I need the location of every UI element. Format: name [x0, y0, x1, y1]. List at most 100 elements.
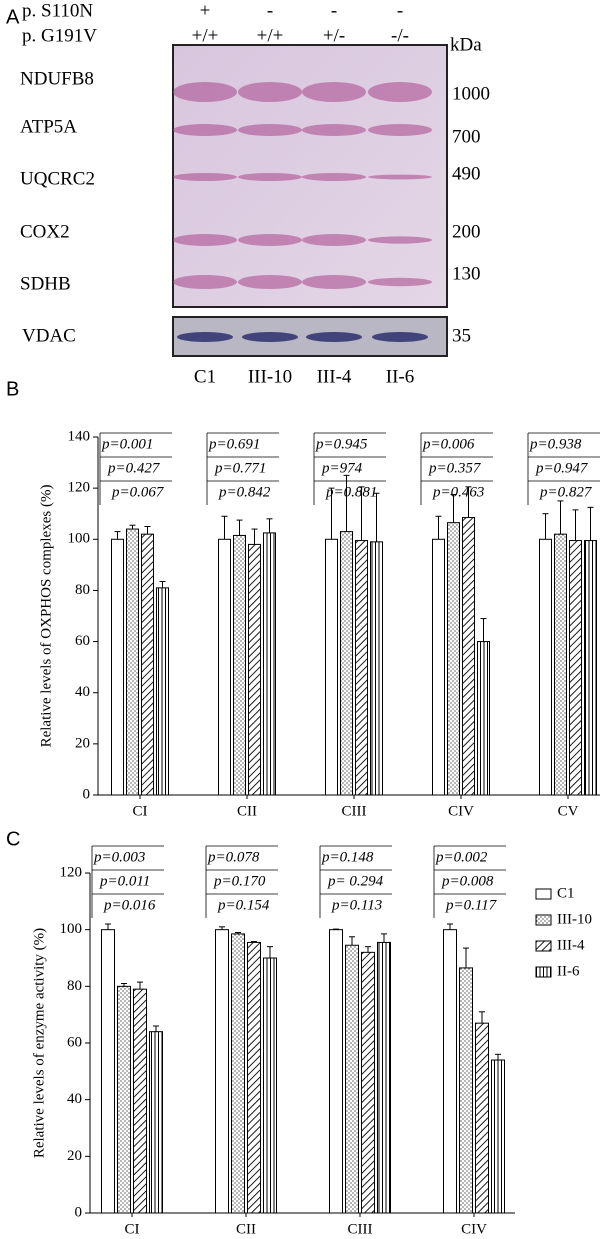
bar [345, 944, 359, 1214]
bar [443, 929, 457, 1214]
x-tick-label: CV [558, 803, 579, 819]
legend-swatch [535, 914, 552, 926]
lane-label: III-10 [248, 366, 292, 387]
kda-unit: kDa [450, 34, 482, 55]
y-tick-label: 100 [68, 531, 91, 547]
bar [156, 587, 169, 796]
genotype-value: -/- [391, 25, 409, 46]
legend-label: III-10 [557, 911, 592, 927]
bar [377, 941, 391, 1214]
bar [447, 522, 460, 796]
y-tick-label: 40 [67, 1091, 82, 1107]
band [238, 124, 302, 136]
p-value: p=0.938 [529, 436, 582, 452]
p-value: p=0.691 [208, 436, 260, 452]
p-value: p=0.842 [218, 484, 271, 500]
y-tick-label: 0 [83, 786, 91, 802]
p-value: p=0.463 [432, 484, 484, 500]
loading-kda: 35 [452, 325, 471, 346]
band [173, 82, 237, 102]
panel-label: B [6, 378, 19, 400]
bar [475, 1022, 489, 1214]
x-tick-label: CI [125, 1221, 140, 1237]
bar [101, 929, 115, 1214]
bar [263, 957, 277, 1214]
band [368, 277, 432, 287]
bar [133, 988, 147, 1214]
genotype-label: p. G191V [22, 25, 97, 46]
y-tick-label: 60 [75, 633, 90, 649]
genotype-value: +/+ [192, 25, 219, 46]
lane-label: III-4 [317, 366, 352, 387]
p-value: p=0.117 [445, 897, 498, 913]
band [368, 82, 432, 102]
bar [231, 933, 245, 1214]
lane-label: C1 [194, 366, 216, 387]
bar [477, 641, 490, 796]
band [238, 234, 302, 246]
bar [355, 540, 368, 796]
legend-swatch [535, 888, 552, 900]
band [173, 275, 237, 289]
lane-label: II-6 [386, 366, 414, 387]
bar [329, 929, 343, 1214]
y-tick-label: 60 [67, 1034, 82, 1050]
p-value: p=0.154 [217, 897, 270, 913]
bar [432, 538, 445, 796]
bar [462, 517, 475, 796]
p-value: p=0.170 [213, 873, 266, 889]
bar [361, 951, 375, 1214]
y-tick-label: 80 [75, 582, 90, 598]
bar [491, 1059, 505, 1214]
band-label: ATP5A [20, 116, 77, 137]
band-label: UQCRC2 [20, 168, 95, 189]
bar [218, 538, 231, 796]
loading-band [372, 332, 428, 342]
band [302, 275, 366, 289]
p-value: p=0.067 [111, 484, 165, 500]
loading-band [177, 332, 233, 342]
p-value: p=0.078 [207, 849, 260, 865]
bar [370, 541, 383, 796]
bar [233, 534, 246, 796]
genotype-value: +/+ [257, 25, 284, 46]
bar [539, 538, 552, 796]
p-value: p=0.002 [435, 849, 488, 865]
y-tick-label: 80 [67, 978, 82, 994]
bar [141, 533, 154, 796]
genotype-value: + [200, 0, 211, 21]
band [173, 173, 237, 181]
x-tick-label: CIV [448, 803, 474, 819]
p-value: p=974 [321, 460, 363, 476]
band [302, 173, 366, 181]
p-value: p=0.427 [107, 460, 161, 476]
genotype-value: - [397, 0, 403, 21]
p-value: p=0.945 [315, 436, 368, 452]
legend-swatch [535, 940, 552, 952]
bar [554, 533, 567, 796]
bar [340, 531, 353, 796]
bar [111, 538, 124, 796]
band [173, 124, 237, 136]
loading-band [306, 332, 362, 342]
x-tick-label: CIII [348, 1221, 373, 1237]
kda-label: 130 [452, 263, 481, 284]
bar [248, 543, 261, 796]
x-tick-label: CII [236, 1221, 256, 1237]
band-label: NDUFB8 [20, 68, 94, 89]
y-tick-label: 120 [68, 480, 91, 496]
loading-band [242, 332, 298, 342]
panel-label: A [6, 6, 20, 28]
p-value: p= 0.294 [327, 873, 384, 889]
p-value: p=0.113 [331, 897, 382, 913]
bar [215, 929, 229, 1214]
band [238, 275, 302, 289]
legend-label: II-6 [557, 963, 580, 979]
panel-label: C [6, 828, 20, 850]
y-tick-label: 20 [75, 735, 90, 751]
y-axis-label: Relative levels of OXPHOS complexes (%) [38, 485, 54, 748]
p-value: p=0.016 [103, 897, 156, 913]
bar [149, 1031, 163, 1214]
bar [247, 941, 261, 1214]
